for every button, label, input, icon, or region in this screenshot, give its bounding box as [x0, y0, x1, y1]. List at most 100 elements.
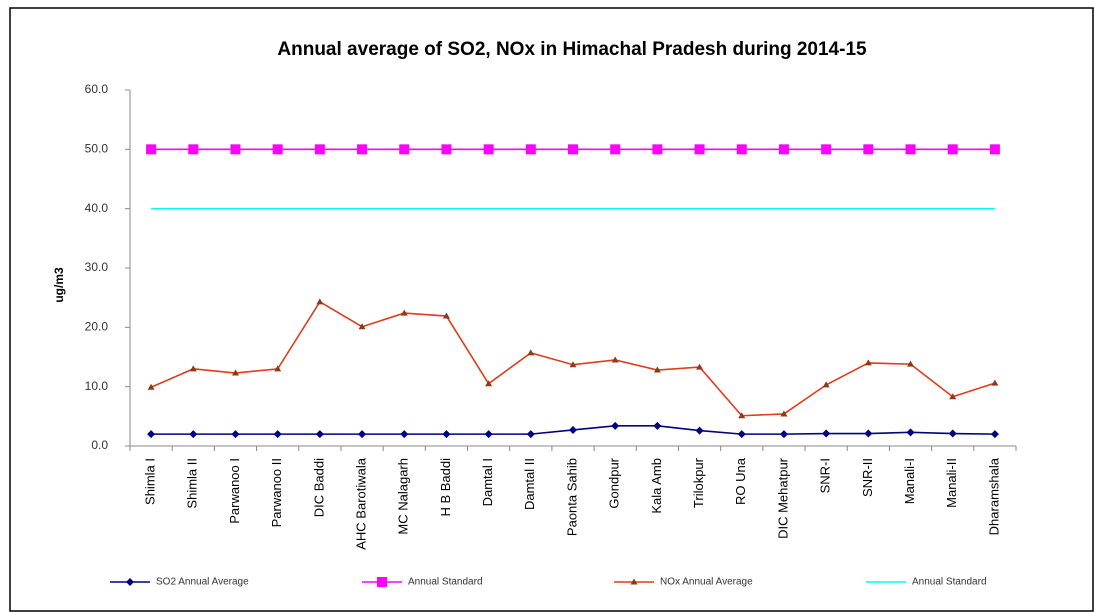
data-point — [189, 365, 197, 372]
data-point — [483, 144, 494, 155]
data-point — [947, 144, 958, 155]
data-point — [779, 430, 788, 439]
legend-label: NOx Annual Average — [660, 577, 753, 588]
data-point — [694, 144, 705, 155]
data-point — [905, 144, 916, 155]
chart-frame — [9, 7, 1094, 612]
data-point — [358, 323, 366, 330]
x-tick-label: MC Nalagarh — [396, 458, 411, 535]
data-point — [273, 430, 282, 439]
data-point — [231, 369, 239, 376]
data-point — [147, 430, 156, 439]
data-point — [525, 144, 536, 155]
x-tick-label: Manali-I — [902, 458, 917, 504]
x-tick-label: H B Baddi — [438, 458, 453, 517]
data-point — [189, 430, 198, 439]
x-tick-label: Manali-II — [944, 458, 959, 508]
x-tick-label: Damtal II — [522, 458, 537, 510]
data-point — [400, 430, 409, 439]
legend-marker — [630, 578, 638, 585]
data-point — [146, 144, 157, 155]
x-tick-label: Dharamshala — [986, 457, 1001, 535]
data-point — [442, 430, 451, 439]
data-point — [653, 421, 662, 430]
data-point — [569, 425, 577, 434]
data-point — [736, 144, 747, 155]
data-point — [358, 430, 367, 439]
x-tick-label: Parwanoo II — [269, 458, 284, 527]
data-point — [991, 379, 999, 386]
y-axis-label: ug/m3 — [52, 267, 66, 303]
data-point — [821, 144, 832, 155]
legend-marker — [126, 578, 134, 586]
data-point — [441, 144, 452, 155]
data-point — [738, 412, 746, 419]
legend-label: Annual Standard — [408, 577, 483, 588]
data-point — [863, 144, 874, 155]
x-tick-label: DIC Mehatpur — [775, 457, 790, 539]
x-tick-label: Shimla I — [143, 458, 158, 505]
data-point — [906, 428, 915, 437]
x-tick-label: AHC Barotiwala — [353, 457, 368, 550]
data-point — [989, 144, 1000, 155]
data-point — [314, 144, 325, 155]
x-tick-label: Parwanoo I — [227, 458, 242, 524]
data-point — [357, 144, 368, 155]
data-point — [188, 144, 199, 155]
data-point — [484, 430, 493, 439]
legend-label: SO2 Annual Average — [156, 577, 249, 588]
data-point — [949, 393, 957, 400]
legend-marker — [377, 577, 387, 587]
data-point — [272, 144, 283, 155]
y-tick-label: 60.0 — [85, 82, 109, 96]
data-point — [780, 410, 788, 417]
data-point — [610, 144, 621, 155]
data-point — [400, 309, 408, 316]
data-point — [316, 298, 324, 305]
x-tick-label: DIC Baddi — [311, 458, 326, 517]
x-tick-label: Shimla II — [185, 458, 200, 509]
data-point — [822, 429, 831, 438]
x-tick-label: SNR-I — [818, 458, 833, 493]
x-tick-label: RO Una — [733, 457, 748, 505]
y-tick-label: 50.0 — [85, 142, 109, 156]
data-point — [822, 381, 830, 388]
data-point — [230, 144, 241, 155]
data-point — [231, 430, 240, 439]
data-point — [864, 429, 873, 438]
x-tick-label: Trilokpur — [691, 457, 706, 508]
data-point — [778, 144, 789, 155]
y-tick-label: 30.0 — [85, 260, 109, 274]
data-point — [611, 356, 619, 363]
data-point — [907, 360, 915, 367]
data-point — [399, 144, 410, 155]
data-point — [737, 430, 746, 439]
data-point — [568, 144, 578, 155]
data-point — [696, 363, 704, 370]
y-tick-label: 20.0 — [85, 320, 109, 334]
y-tick-label: 10.0 — [85, 379, 109, 393]
legend-label: Annual Standard — [912, 577, 987, 588]
data-point — [652, 144, 663, 155]
y-tick-label: 0.0 — [91, 438, 108, 452]
data-point — [948, 429, 957, 438]
data-point — [526, 430, 535, 439]
data-point — [611, 421, 620, 430]
x-tick-label: Damtal I — [480, 458, 495, 506]
x-tick-label: Gondpur — [607, 457, 622, 508]
data-point — [569, 361, 577, 368]
data-point — [315, 430, 324, 439]
data-point — [990, 430, 999, 439]
x-tick-label: Kala Amb — [649, 458, 664, 514]
data-point — [695, 426, 704, 435]
data-point — [864, 359, 872, 366]
chart-title: Annual average of SO2, NOx in Himachal P… — [277, 39, 867, 60]
data-point — [274, 365, 282, 372]
x-tick-label: Paonta Sahib — [564, 458, 579, 536]
data-point — [442, 312, 450, 319]
x-tick-label: SNR-II — [860, 458, 875, 497]
data-point — [147, 383, 155, 390]
data-point — [485, 380, 493, 387]
y-tick-label: 40.0 — [85, 201, 109, 215]
